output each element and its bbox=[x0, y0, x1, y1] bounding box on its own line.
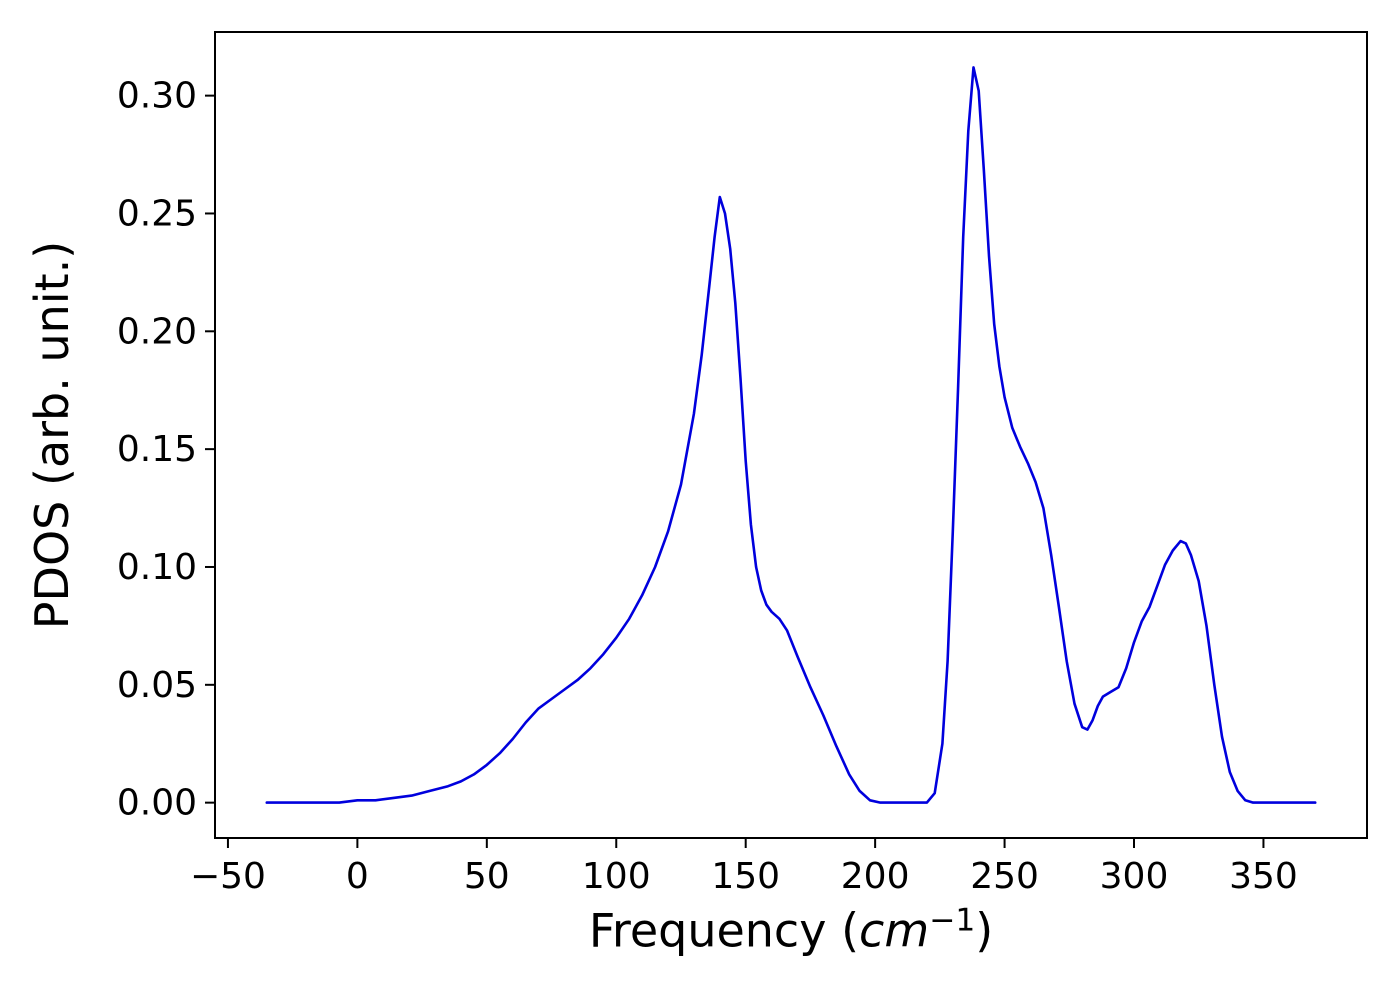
y-tick-label: 0.25 bbox=[117, 193, 197, 234]
x-tick-label: 150 bbox=[711, 856, 780, 897]
y-tick-label: 0.15 bbox=[117, 429, 197, 470]
x-tick-label: 300 bbox=[1100, 856, 1169, 897]
x-axis-label-suffix: ) bbox=[975, 903, 994, 958]
x-tick-label: 200 bbox=[841, 856, 910, 897]
x-tick-label: 100 bbox=[582, 856, 651, 897]
y-tick-label: 0.00 bbox=[117, 783, 197, 824]
x-axis-label-exponent: −1 bbox=[929, 902, 976, 939]
x-tick-label: 0 bbox=[346, 856, 369, 897]
y-axis-label-text: PDOS (arb. unit.) bbox=[25, 240, 79, 630]
pdos-curve bbox=[265, 66, 1317, 804]
y-axis-label: PDOS (arb. unit.) bbox=[25, 241, 79, 629]
x-tick-label: −50 bbox=[190, 856, 266, 897]
x-axis-label-prefix: Frequency ( bbox=[588, 903, 860, 958]
y-tick-label: 0.20 bbox=[117, 311, 197, 352]
plot-border bbox=[214, 31, 1368, 839]
x-tick-label: 50 bbox=[464, 856, 510, 897]
x-tick-label: 250 bbox=[970, 856, 1039, 897]
x-tick-label: 350 bbox=[1229, 856, 1298, 897]
x-axis-label-unit: cm bbox=[859, 903, 930, 958]
x-axis-label: Frequency (cm−1) bbox=[589, 902, 993, 957]
y-tick-label: 0.30 bbox=[117, 76, 197, 117]
y-tick-label: 0.05 bbox=[117, 665, 197, 706]
y-tick-label: 0.10 bbox=[117, 547, 197, 588]
